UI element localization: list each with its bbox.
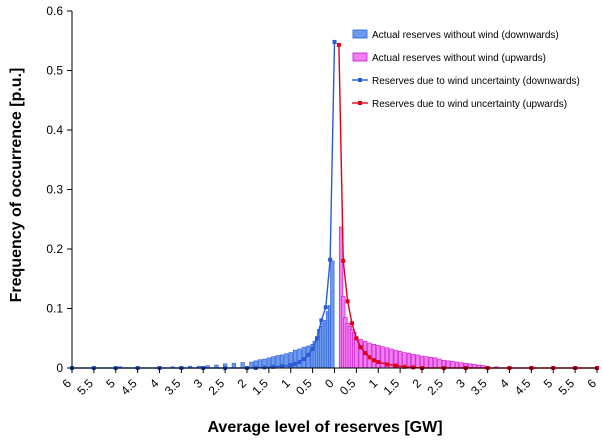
x-tick-label: 0.5 xyxy=(293,376,315,398)
x-tick-label: 5.5 xyxy=(74,376,96,398)
bar-upwards xyxy=(446,360,451,369)
legend-marker-downwards xyxy=(358,78,362,82)
marker-downwards xyxy=(328,257,333,262)
y-tick-label: 0.4 xyxy=(46,123,63,137)
legend-label: Actual reserves without wind (downwards) xyxy=(372,30,559,41)
marker-upwards xyxy=(358,345,363,350)
marker-downwards xyxy=(332,39,337,44)
y-tick-label: 0.6 xyxy=(46,4,63,18)
x-tick-label: 2.5 xyxy=(424,376,446,398)
x-tick-label: 1.5 xyxy=(249,376,271,398)
x-tick-label: 3.5 xyxy=(468,376,490,398)
x-tick-label: 1 xyxy=(278,376,293,391)
x-tick-label: 3 xyxy=(191,376,206,391)
marker-downwards xyxy=(310,346,315,351)
legend-marker-upwards xyxy=(358,101,362,105)
marker-downwards xyxy=(262,365,267,370)
marker-downwards xyxy=(323,305,328,310)
y-tick-label: 0 xyxy=(56,361,63,375)
x-tick-label: 3 xyxy=(453,376,468,391)
bar-upwards xyxy=(380,346,385,369)
legend-label: Reserves due to wind uncertainty (upward… xyxy=(372,99,567,110)
x-tick-label: 0 xyxy=(322,376,337,391)
bar-downwards xyxy=(231,362,236,369)
legend: Actual reserves without wind (downwards)… xyxy=(352,29,580,110)
x-tick-label: 1 xyxy=(366,376,381,391)
bar-upwards xyxy=(424,356,429,369)
x-tick-label: 5 xyxy=(541,376,556,391)
bar-downwards xyxy=(240,362,245,369)
marker-upwards xyxy=(393,363,398,368)
marker-downwards xyxy=(319,318,324,323)
marker-upwards xyxy=(371,358,376,363)
marker-downwards xyxy=(301,357,306,362)
y-tick-label: 0.3 xyxy=(46,183,63,197)
bar-upwards xyxy=(433,357,438,369)
bar-upwards xyxy=(371,343,376,369)
legend-swatch-bar-upwards xyxy=(352,52,368,62)
marker-upwards xyxy=(345,299,350,304)
marker-upwards xyxy=(336,42,341,47)
y-tick-label: 0.2 xyxy=(46,242,63,256)
x-tick-label: 1.5 xyxy=(381,376,403,398)
marker-upwards xyxy=(411,365,416,370)
x-tick-label: 3.5 xyxy=(162,376,184,398)
x-tick-label: 4 xyxy=(497,376,512,391)
x-axis-title: Average level of reserves [GW] xyxy=(207,419,442,436)
bar-upwards xyxy=(376,345,381,369)
marker-downwards xyxy=(271,364,276,369)
bar-upwards xyxy=(415,354,420,369)
bar-upwards xyxy=(428,356,433,369)
marker-upwards xyxy=(367,355,372,360)
x-tick-label: 6 xyxy=(584,376,599,391)
x-tick-label: 0.5 xyxy=(337,376,359,398)
marker-upwards xyxy=(402,364,407,369)
x-tick-label: 2 xyxy=(234,376,249,391)
marker-upwards xyxy=(376,360,381,365)
y-axis-title: Frequency of occurrence [p.u.] xyxy=(8,68,25,303)
marker-upwards xyxy=(341,258,346,263)
y-tick-label: 0.1 xyxy=(46,302,63,316)
bar-upwards xyxy=(437,358,442,369)
marker-downwards xyxy=(297,360,302,365)
bar-downwards xyxy=(330,260,335,369)
bar-downwards xyxy=(258,359,263,369)
marker-downwards xyxy=(315,336,319,341)
bar-upwards xyxy=(450,361,455,369)
marker-upwards xyxy=(350,321,354,326)
y-tick-label: 0.5 xyxy=(46,64,63,78)
legend-swatch-bar-downwards xyxy=(352,29,368,39)
x-tick-label: 4.5 xyxy=(118,376,140,398)
legend-label: Actual reserves without wind (upwards) xyxy=(372,53,546,64)
bar-upwards xyxy=(459,362,464,369)
x-tick-label: 5.5 xyxy=(556,376,578,398)
x-tick-label: 2 xyxy=(409,376,424,391)
x-tick-label: 2.5 xyxy=(206,376,228,398)
marker-downwards xyxy=(293,361,298,366)
bar-downwards xyxy=(297,348,302,369)
bar-upwards xyxy=(406,352,411,369)
marker-downwards xyxy=(288,363,293,368)
marker-upwards xyxy=(354,336,359,341)
x-tick-label: 6 xyxy=(59,376,74,391)
x-tick-label: 4 xyxy=(147,376,162,391)
marker-downwards xyxy=(306,352,311,357)
x-tick-label: 4.5 xyxy=(512,376,534,398)
marker-upwards xyxy=(385,362,389,367)
marker-downwards xyxy=(280,364,284,369)
marker-upwards xyxy=(363,351,368,356)
legend-label: Reserves due to wind uncertainty (downwa… xyxy=(372,76,580,87)
bar-downwards xyxy=(249,361,254,369)
x-tick-label: 5 xyxy=(103,376,118,391)
bar-upwards xyxy=(454,361,460,369)
